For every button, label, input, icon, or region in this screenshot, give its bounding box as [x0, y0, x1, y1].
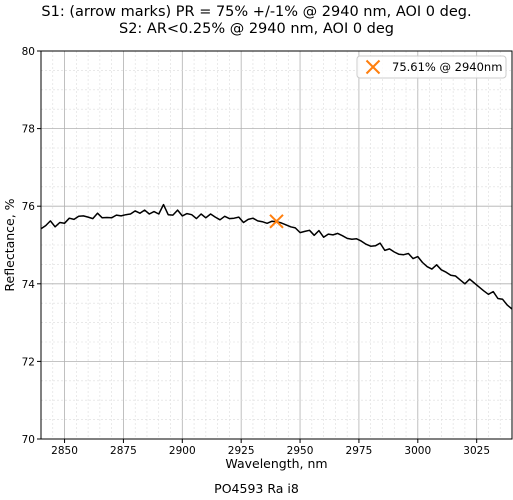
- y-tick-label: 70: [22, 434, 35, 446]
- x-tick-label: 3025: [463, 445, 490, 457]
- chart-footer: PO4593 Ra i8: [214, 481, 299, 496]
- x-axis-label: Wavelength, nm: [225, 456, 327, 471]
- x-tick-label: 2925: [228, 445, 255, 457]
- y-tick-label: 76: [22, 201, 36, 213]
- x-tick-label: 2950: [287, 445, 314, 457]
- y-tick-label: 78: [22, 124, 35, 136]
- legend-marker-stroke: [365, 59, 381, 75]
- chart-title: S1: (arrow marks) PR = 75% +/-1% @ 2940 …: [41, 4, 472, 20]
- x-tick-label: 2975: [346, 445, 373, 457]
- y-axis-label: Reflectance, %: [2, 198, 17, 291]
- x-tick-label: 2875: [110, 445, 137, 457]
- chart-subtitle: S2: AR<0.25% @ 2940 nm, AOI 0 deg: [118, 21, 395, 37]
- x-tick-label: 2900: [169, 445, 196, 457]
- legend: 75.61% @ 2940nm: [356, 55, 507, 79]
- grid: [40, 50, 513, 440]
- marker-x-point: [269, 214, 284, 229]
- x-tick-label: 2850: [51, 445, 78, 457]
- marker-stroke: [269, 214, 284, 229]
- plot-frame: [40, 50, 513, 440]
- legend-label: 75.61% @ 2940nm: [392, 60, 502, 74]
- x-tick-label: 3000: [404, 445, 431, 457]
- legend-box: [356, 55, 507, 79]
- y-tick-label: 74: [22, 279, 36, 291]
- y-tick-label: 72: [22, 356, 35, 368]
- axis-ticks: 2850 2875 2900 2925 2950 2975 3000 3025 70 72 74 76…: [22, 46, 490, 457]
- y-tick-label: 80: [22, 46, 35, 58]
- marker-layer: [269, 214, 284, 229]
- legend-marker-icon: [365, 59, 381, 75]
